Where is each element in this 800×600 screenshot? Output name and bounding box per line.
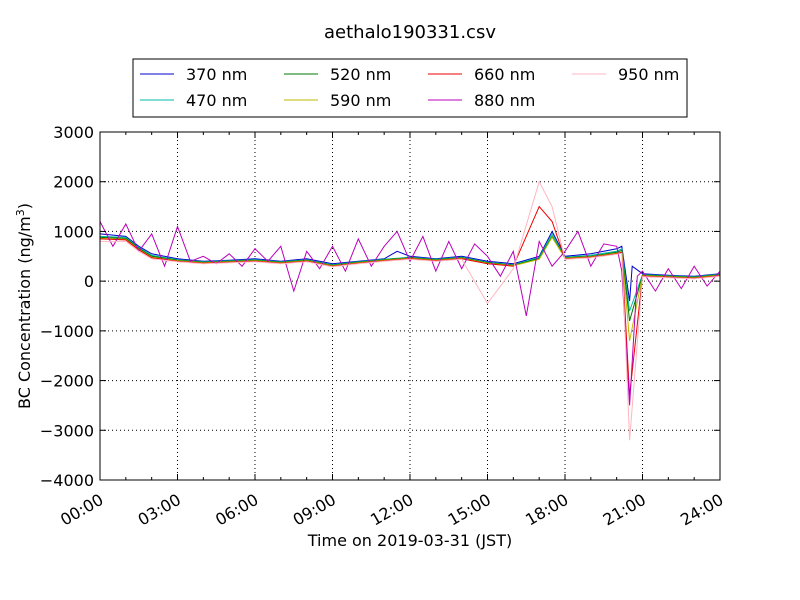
legend: 370 nm 470 nm 520 nm 590 nm 660 nm 880 nm 950 … xyxy=(132,58,688,118)
y-tick-label: −3000 xyxy=(40,421,94,440)
series-line-880-nm xyxy=(99,221,721,406)
y-tick-label: 0 xyxy=(84,272,94,291)
legend-label: 590 nm xyxy=(330,91,391,110)
plot-background xyxy=(100,132,720,480)
y-axis-label: BC Concentration (ng/m3) xyxy=(14,203,35,409)
grid xyxy=(100,132,720,480)
legend-label: 660 nm xyxy=(474,65,535,84)
y-tick-label: 1000 xyxy=(53,222,94,241)
series-line-950-nm xyxy=(100,180,721,441)
y-tick-label: −4000 xyxy=(40,471,94,490)
legend-label: 470 nm xyxy=(186,91,247,110)
y-tick-label: −2000 xyxy=(40,372,94,391)
legend-label: 950 nm xyxy=(618,65,679,84)
legend-label: 520 nm xyxy=(330,65,391,84)
y-axis-label-main: BC Concentration (ng/m xyxy=(15,216,34,409)
legend-label: 880 nm xyxy=(474,91,535,110)
x-axis-label: Time on 2019-03-31 (JST) xyxy=(307,531,512,550)
legend-box xyxy=(132,58,688,118)
y-axis-label-end: ) xyxy=(15,203,34,209)
y-tick-label: 3000 xyxy=(53,123,94,142)
chart-title: aethalo190331.csv xyxy=(324,22,496,43)
y-tick-label: −1000 xyxy=(40,322,94,341)
y-tick-label: 2000 xyxy=(53,173,94,192)
legend-label: 370 nm xyxy=(186,65,247,84)
plot-area: 00:00 03:00 06:00 09:00 12:00 15:00 18:00 21:00… xyxy=(40,123,727,529)
y-axis-label-superscript: 3 xyxy=(14,209,27,216)
series-group xyxy=(99,180,721,441)
